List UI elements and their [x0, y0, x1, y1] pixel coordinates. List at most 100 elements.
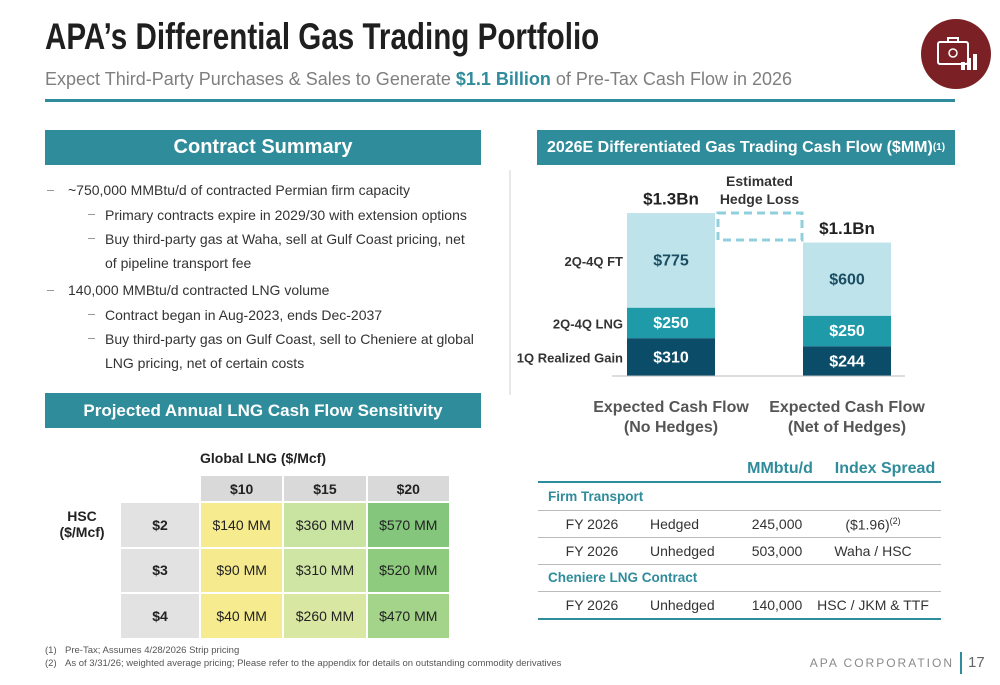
sub-bullet-text: Primary contracts expire in 2029/30 with… [105, 207, 467, 223]
category-label: Expected Cash Flow (No Hedges) [593, 399, 749, 436]
value-label: $250 [653, 315, 689, 332]
table-rule [538, 510, 941, 511]
sub-bullet-text: Contract began in Aug-2023, ends Dec-203… [105, 307, 383, 323]
section-banner: 2026E Differentiated Gas Trading Cash Fl… [537, 130, 955, 165]
table-cell: FY 2026 [565, 516, 619, 532]
table-cell: $470 MM [366, 593, 450, 639]
cell-text: HSC / JKM & TTF [817, 597, 929, 613]
annotation: Estimated Hedge Loss [719, 173, 800, 207]
chart-title-note: (1) [932, 142, 946, 153]
bar-segment [627, 213, 715, 308]
bullet-dash [88, 314, 95, 315]
table-cell: 503,000 [751, 543, 803, 559]
table-cell: Hedged [650, 516, 700, 532]
row-label: $3 [120, 547, 200, 593]
column-label: Index Spread [834, 460, 936, 477]
bar-segment [803, 242, 891, 316]
sub-bullet-text: Buy third-party gas at Waha, sell at Gul… [105, 231, 465, 271]
table-cell: Unhedged [650, 597, 715, 613]
value-label: $310 [653, 349, 689, 366]
footnote: (2) As of 3/31/26; weighted average prici… [45, 657, 561, 670]
table-cell: $360 MM [283, 502, 367, 548]
hedge-loss-box [716, 211, 804, 242]
column-label: $10 [200, 475, 284, 502]
subtitle-text: Expect Third-Party Purchases & Sales to … [45, 69, 456, 89]
footnote-text: Pre-Tax; Assumes 4/28/2026 Strip pricing [65, 645, 240, 656]
footnote: (1) Pre-Tax; Assumes 4/28/2026 Strip pric… [45, 644, 561, 657]
cell-text: Waha / HSC [834, 543, 912, 559]
series-label: 2Q-4Q LNG [553, 316, 623, 331]
table-cell: $90 MM [200, 547, 284, 593]
subtitle-highlight: $1.1 Billion [455, 69, 551, 89]
table-cell: FY 2026 [565, 597, 619, 613]
value-label: $244 [829, 353, 865, 370]
table-rule [538, 618, 941, 620]
subtitle: Expect Third-Party Purchases & Sales to … [45, 69, 792, 90]
section-title: Cheniere LNG Contract [548, 570, 698, 585]
page-number: 17 [968, 654, 985, 671]
table-cell: $570 MM [366, 502, 450, 548]
table-cell: Unhedged [650, 543, 715, 559]
total-label: $1.1Bn [819, 219, 875, 238]
bar-segment [627, 307, 715, 339]
spacer [45, 375, 485, 379]
value-label: $250 [829, 323, 865, 340]
series-label: 2Q-4Q FT [564, 254, 623, 269]
bullet-list: ~750,000 MMBtu/d of contracted Permian f… [45, 179, 485, 379]
table-cell: $520 MM [366, 547, 450, 593]
table-cell: HSC / JKM & TTF [808, 597, 938, 613]
table-cell: $260 MM [283, 593, 367, 639]
cell-text: ($1.96) [845, 516, 890, 533]
table-cell: $40 MM [200, 593, 284, 639]
bullet-dash [47, 290, 54, 291]
footnotes: (1) Pre-Tax; Assumes 4/28/2026 Strip pric… [45, 644, 561, 670]
value-label: $600 [829, 271, 865, 288]
row-header: HSC ($/Mcf) [59, 508, 105, 540]
section-banner: Projected Annual LNG Cash Flow Sensitivi… [45, 393, 481, 428]
table-cell: FY 2026 [565, 543, 619, 559]
sub-bullet-text: Buy third-party gas on Gulf Coast, sell … [105, 331, 474, 371]
section-title: Firm Transport [548, 489, 644, 504]
column-label: $15 [283, 475, 367, 502]
footnote-text: As of 3/31/26; weighted average pricing;… [65, 658, 562, 669]
table-cell: Waha / HSC [808, 543, 938, 559]
bar-segment [803, 346, 891, 376]
header-rule [45, 99, 955, 102]
bullet-dash [88, 338, 95, 339]
footnote-mark: (2) [45, 658, 57, 669]
sub-bullet: Primary contracts expire in 2029/30 with… [45, 203, 475, 227]
icon [921, 19, 991, 89]
total-label: $1.3Bn [643, 190, 699, 209]
table-rule [538, 537, 941, 538]
chart-title: 2026E Differentiated Gas Trading Cash Fl… [546, 138, 933, 156]
subtitle-text: of Pre-Tax Cash Flow in 2026 [550, 69, 793, 89]
sub-bullet: Buy third-party gas at Waha, sell at Gul… [45, 227, 475, 275]
column-label: $20 [366, 475, 450, 502]
column-header: Global LNG ($/Mcf) [200, 450, 326, 466]
series-label: 1Q Realized Gain [517, 351, 623, 366]
table-cell: 140,000 [751, 597, 803, 613]
section-banner: Contract Summary [45, 130, 481, 165]
bullet: ~750,000 MMBtu/d of contracted Permian f… [45, 179, 485, 202]
table-rule [538, 564, 941, 565]
footer-divider [960, 652, 962, 674]
bar-segment [803, 315, 891, 347]
category-label: Expected Cash Flow (Net of Hedges) [769, 399, 925, 436]
bar-segment [627, 338, 715, 376]
sub-bullet: Buy third-party gas on Gulf Coast, sell … [45, 327, 475, 375]
table-cell: $310 MM [283, 547, 367, 593]
bullet-dash [47, 190, 54, 191]
bullet-text: ~750,000 MMBtu/d of contracted Permian f… [68, 182, 410, 198]
table-cell: 245,000 [751, 516, 803, 532]
table-rule [538, 481, 941, 483]
column-label: MMbtu/d [747, 460, 813, 477]
table-rule [538, 591, 941, 592]
table-cell: ($1.96)(2) [808, 516, 938, 533]
company-name: APA CORPORATION [809, 656, 954, 670]
cell-note: (2) [889, 516, 901, 526]
bullet: 140,000 MMBtu/d contracted LNG volume [45, 279, 485, 302]
table-cell: $140 MM [200, 502, 284, 548]
sub-bullet: Contract began in Aug-2023, ends Dec-203… [45, 303, 475, 327]
